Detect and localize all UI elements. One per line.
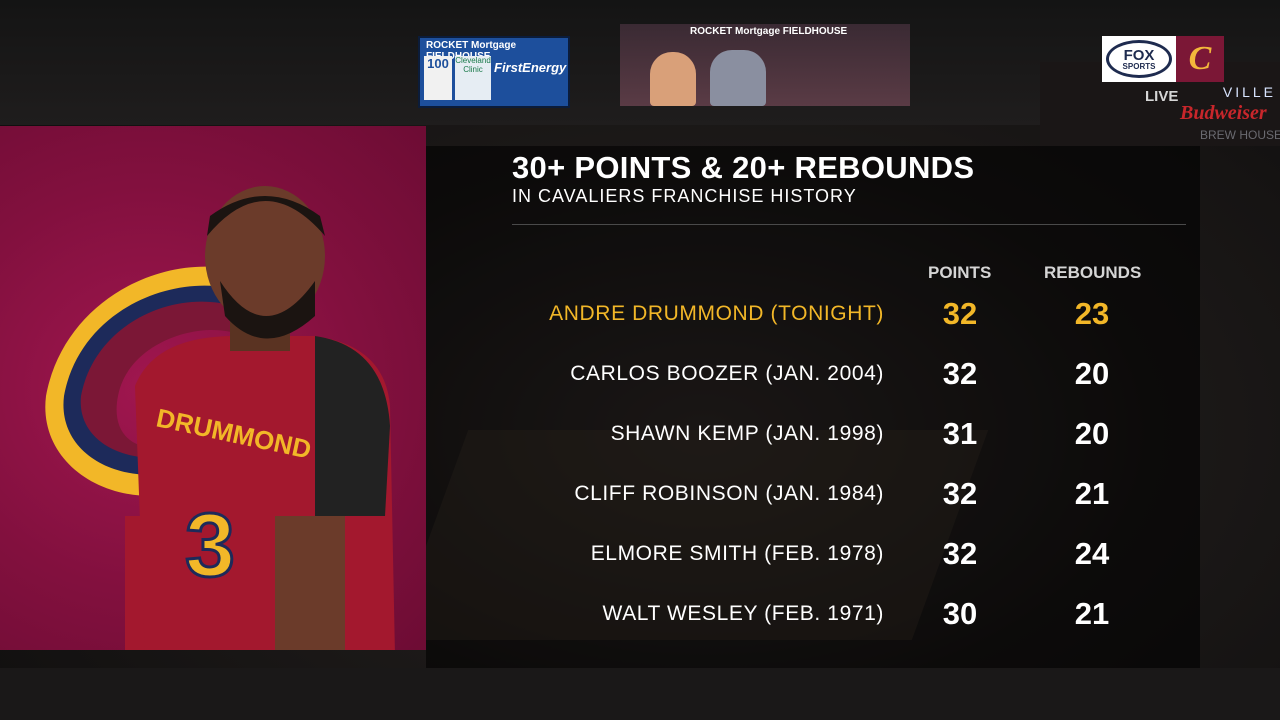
player-name: WALT WESLEY (FEB. 1971)	[602, 602, 884, 625]
graphic-title: 30+ POINTS & 20+ REBOUNDS	[512, 150, 975, 185]
live-indicator: LIVE	[1145, 88, 1179, 105]
player-photo: DRUMMOND 3	[125, 186, 395, 650]
fox-sports-logo: FOX SPORTS	[1102, 36, 1176, 82]
table-row: CARLOS BOOZER (JAN. 2004) 32 20	[426, 356, 1200, 396]
table-row: WALT WESLEY (FEB. 1971) 30 21	[426, 596, 1200, 636]
sign-clinic: Cleveland Clinic	[455, 56, 491, 100]
rebounds-value: 24	[1074, 536, 1110, 571]
player-name: ANDRE DRUMMOND (TONIGHT)	[549, 302, 884, 325]
wall-sign: VILLE	[1222, 84, 1276, 100]
player-name: SHAWN KEMP (JAN. 1998)	[610, 422, 884, 445]
budweiser-sign: VILLE Budweiser BREW HOUSE	[1040, 62, 1280, 146]
divider	[512, 224, 1186, 225]
points-value: 32	[942, 536, 978, 571]
cavaliers-logo: C	[1176, 36, 1224, 82]
rebounds-value: 20	[1074, 356, 1110, 391]
player-name: ELMORE SMITH (FEB. 1978)	[590, 542, 884, 565]
graphic-subtitle: IN CAVALIERS FRANCHISE HISTORY	[512, 186, 857, 206]
stats-graphic: 30+ POINTS & 20+ REBOUNDS IN CAVALIERS F…	[426, 146, 1200, 668]
points-value: 32	[942, 296, 978, 331]
rebounds-value: 20	[1074, 416, 1110, 451]
points-value: 31	[942, 416, 978, 451]
jumbotron-sign: ROCKET Mortgage FIELDHOUSE	[690, 26, 848, 37]
sign-sponsor: FirstEnergy	[494, 60, 567, 75]
fan-image	[710, 50, 766, 106]
column-header-rebounds: REBOUNDS	[1044, 263, 1142, 282]
points-value: 32	[942, 356, 978, 391]
table-row: ANDRE DRUMMOND (TONIGHT) 32 23	[426, 296, 1200, 336]
rebounds-value: 21	[1074, 476, 1110, 511]
sports-text: SPORTS	[1122, 61, 1156, 71]
budweiser-text: Budweiser	[1180, 102, 1267, 124]
fox-text: FOX	[1123, 46, 1155, 64]
rebounds-value: 23	[1074, 296, 1110, 331]
jumbotron-left: ROCKET Mortgage FIELDHOUSE 100 Cleveland…	[418, 36, 570, 108]
cavaliers-c-logo-icon	[45, 266, 276, 497]
player-panel: DRUMMOND 3	[0, 126, 426, 650]
points-value: 30	[942, 596, 978, 631]
player-name: CLIFF ROBINSON (JAN. 1984)	[574, 482, 884, 505]
column-header-points: POINTS	[928, 263, 992, 282]
jersey-number: 3	[185, 496, 235, 596]
sign-100: 100	[424, 56, 452, 100]
stands-background	[0, 668, 1280, 720]
table-row: CLIFF ROBINSON (JAN. 1984) 32 21	[426, 476, 1200, 516]
fan-image	[650, 52, 696, 106]
network-bug: FOX SPORTS C	[1102, 36, 1224, 82]
table-row: SHAWN KEMP (JAN. 1998) 31 20	[426, 416, 1200, 456]
player-name: CARLOS BOOZER (JAN. 2004)	[570, 362, 884, 385]
points-value: 32	[942, 476, 978, 511]
table-row: ELMORE SMITH (FEB. 1978) 32 24	[426, 536, 1200, 576]
brew-house-text: BREW HOUSE	[1200, 128, 1280, 142]
rebounds-value: 21	[1074, 596, 1110, 631]
